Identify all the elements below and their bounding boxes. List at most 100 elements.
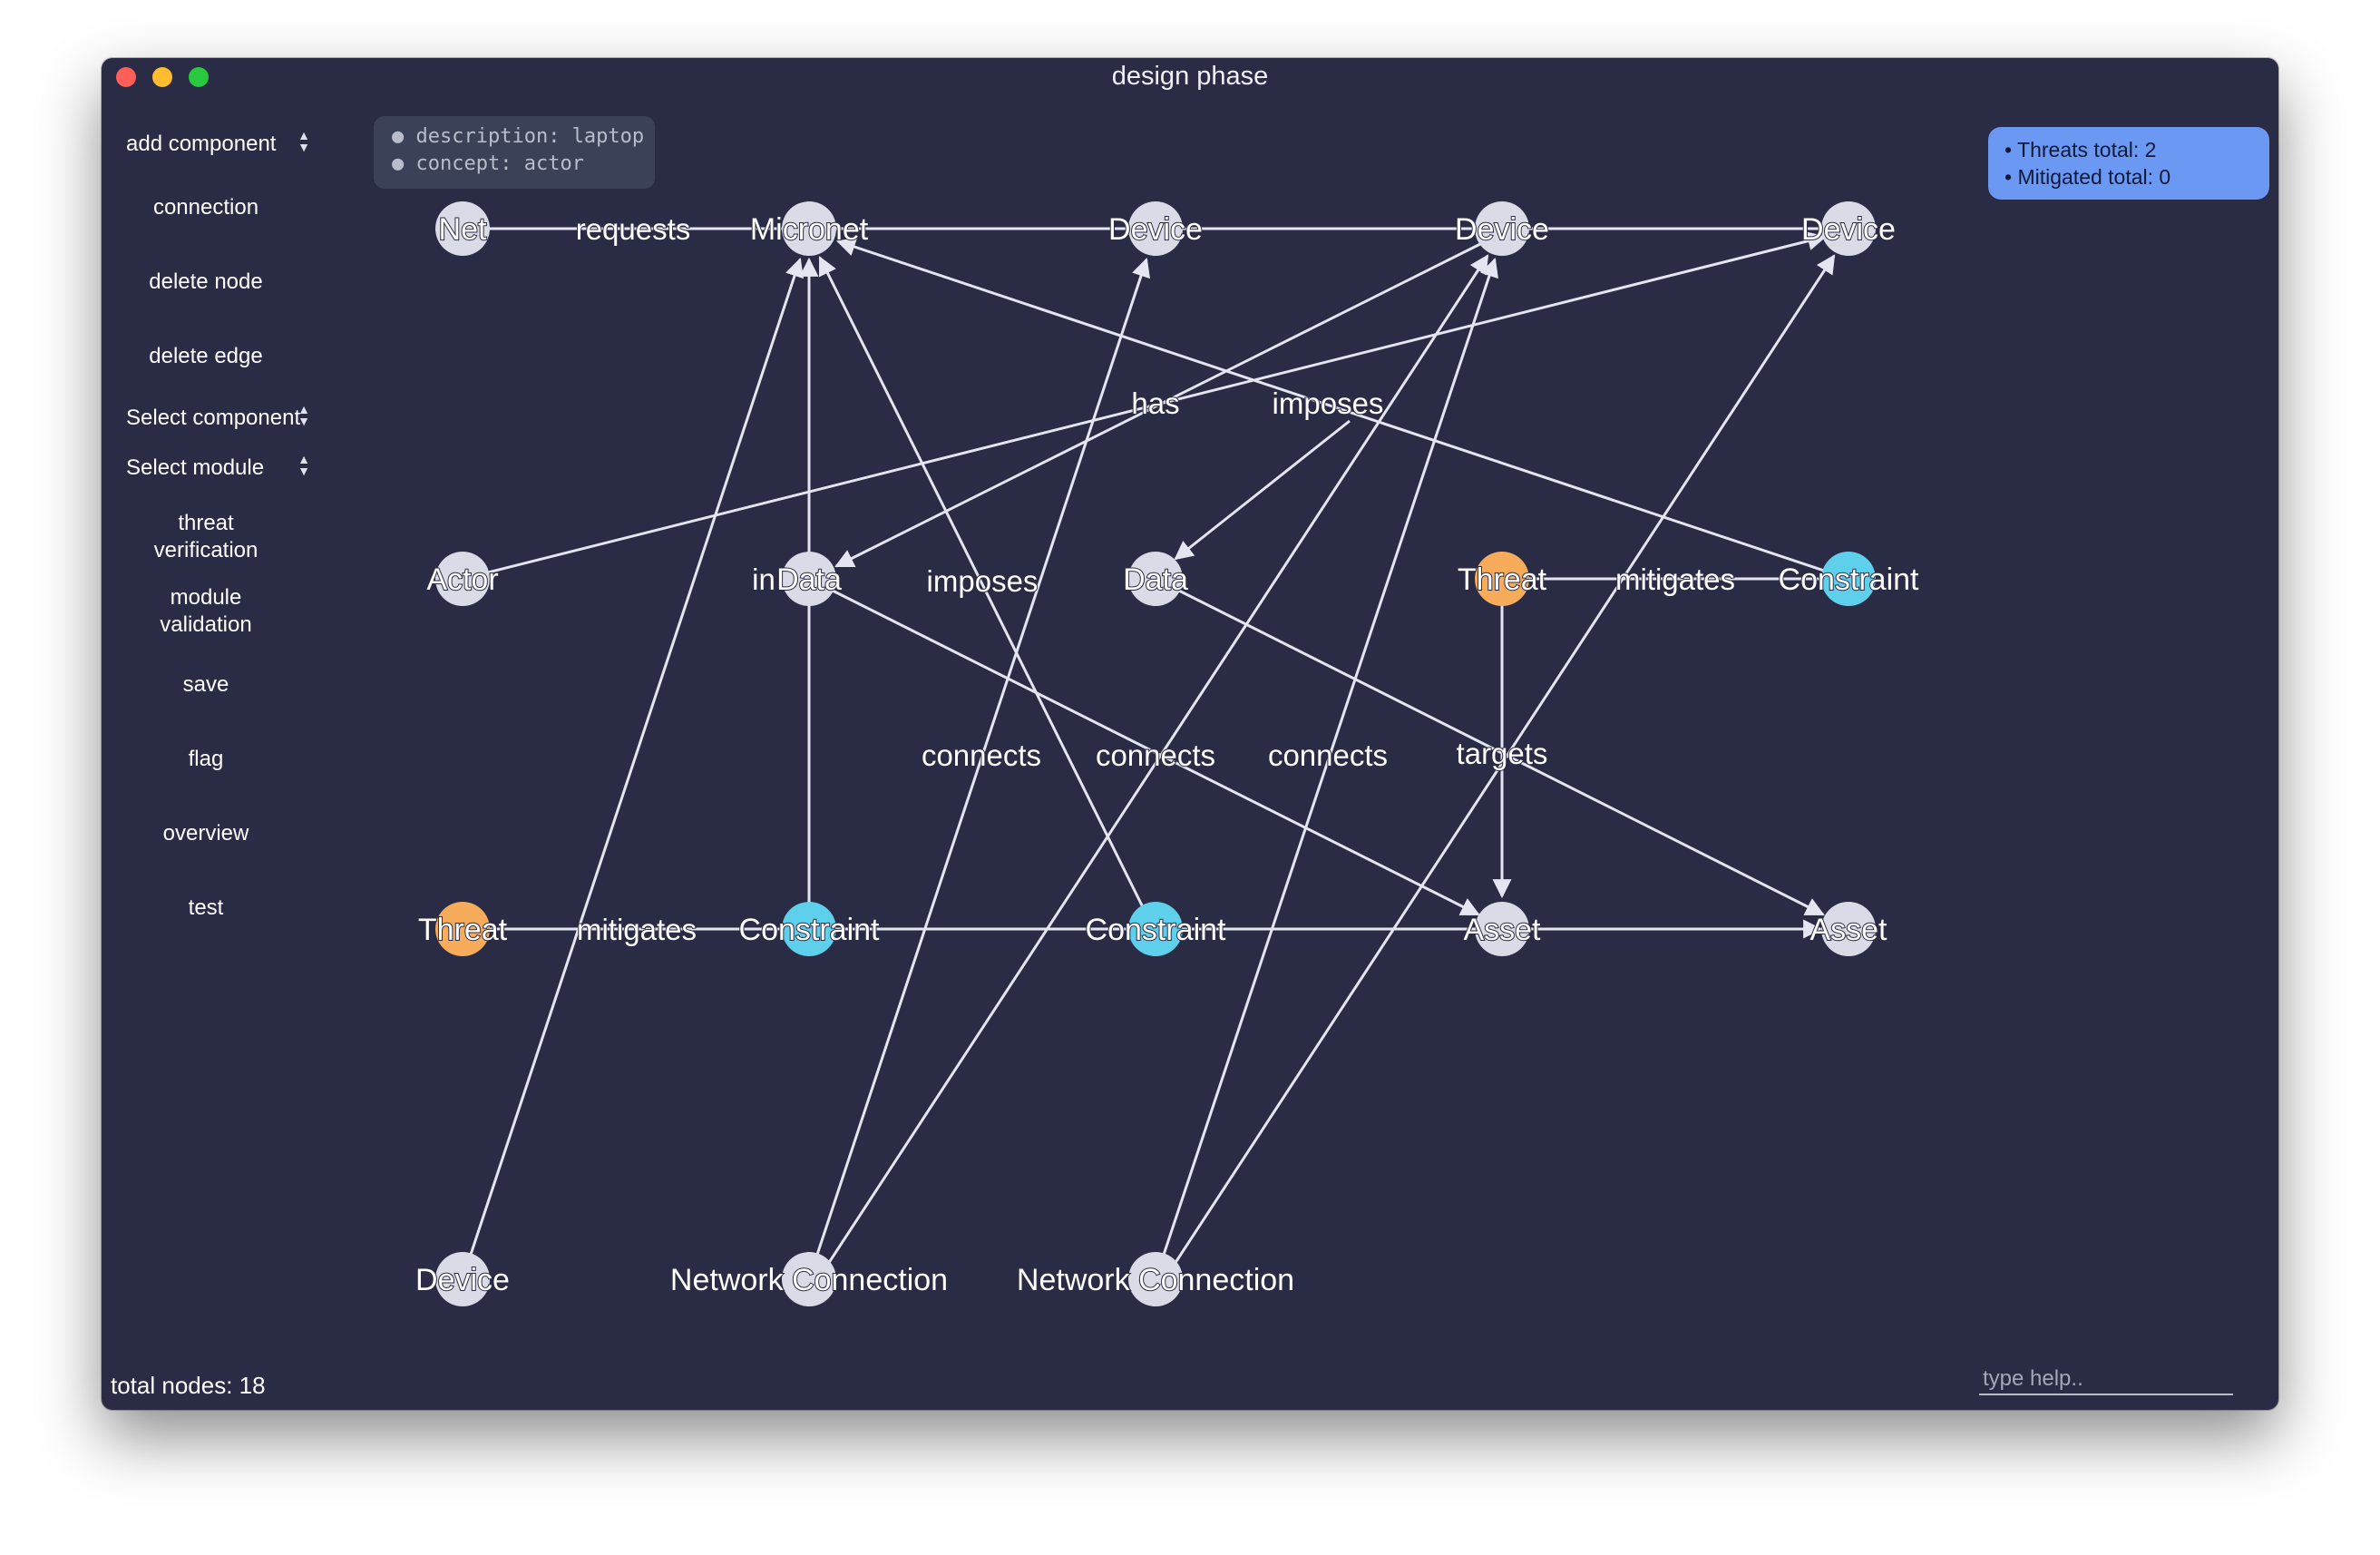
- edge-netconn1-device-b[interactable]: [816, 254, 1489, 1280]
- edge-imposes-data2[interactable]: [1174, 419, 1351, 561]
- select-arrows-icon: ▲ ▼: [298, 402, 310, 428]
- node-asset1[interactable]: [1475, 902, 1529, 956]
- minimize-window-button[interactable]: [152, 67, 172, 87]
- overview-button[interactable]: overview: [162, 821, 249, 846]
- node-device-b[interactable]: [1475, 201, 1529, 256]
- node-constraint1[interactable]: [1821, 552, 1876, 606]
- zoom-window-button[interactable]: [189, 67, 209, 87]
- threats-total-row: • Threats total: 2: [2004, 138, 2157, 161]
- info-concept-row: ● concept: actor: [392, 152, 584, 175]
- info-description-row: ● description: laptop: [392, 125, 645, 148]
- test-button[interactable]: test: [188, 895, 224, 920]
- edge-label-requests[interactable]: requests: [575, 211, 692, 247]
- close-window-button[interactable]: [116, 67, 136, 87]
- edge-label-targets[interactable]: targets: [1456, 736, 1549, 771]
- edge-label-connects-1[interactable]: connects: [921, 738, 1042, 773]
- node-label-device-a: Device: [1108, 212, 1203, 247]
- add-component-select[interactable]: add component ▲ ▼: [102, 128, 310, 158]
- threat-verification-button[interactable]: threat verification: [102, 510, 310, 564]
- edge-label-connects-2[interactable]: connects: [1095, 738, 1216, 773]
- node-label-asset2: Asset: [1809, 913, 1887, 947]
- edge-constraint3-imposes-micronet[interactable]: [818, 256, 1146, 912]
- node-micronet[interactable]: [782, 201, 836, 256]
- select-module-select[interactable]: Select module ▲ ▼: [102, 452, 310, 482]
- window-title: design phase: [1111, 62, 1269, 91]
- node-actor[interactable]: [435, 552, 490, 606]
- node-label-asset1: Asset: [1463, 913, 1541, 947]
- delete-edge-button[interactable]: delete edge: [149, 344, 263, 368]
- node-constraint2[interactable]: [782, 902, 836, 956]
- select-module-label: Select module: [126, 455, 265, 480]
- edge-label-mitigates-right[interactable]: mitigates: [1614, 562, 1736, 597]
- node-netconn2[interactable]: [1128, 1252, 1183, 1306]
- edge-data1-asset1[interactable]: [808, 577, 1480, 916]
- edge-label-mitigates-left[interactable]: mitigates: [576, 912, 697, 947]
- node-label-constraint2: Constraint: [739, 913, 881, 947]
- delete-node-button[interactable]: delete node: [149, 269, 263, 294]
- select-component-label: Select component: [126, 406, 301, 430]
- edge-netconn2-device-b[interactable]: [1154, 258, 1498, 1280]
- node-label-net: Net: [439, 212, 487, 247]
- node-device-a[interactable]: [1128, 201, 1183, 256]
- edge-label-connects-3[interactable]: connects: [1267, 738, 1389, 773]
- node-labels: Net Micronet Device Device Device Actor …: [415, 211, 1920, 1298]
- graph-canvas[interactable]: requests has imposes in imposes mitigate…: [102, 58, 2278, 1410]
- help-command-input[interactable]: [1979, 1364, 2233, 1395]
- select-component-select[interactable]: Select component ▲ ▼: [102, 402, 310, 432]
- module-validation-label-line2: validation: [160, 612, 252, 637]
- node-label-device-c: Device: [1801, 212, 1896, 247]
- app-window: design phase add component ▲ ▼ connection…: [102, 58, 2278, 1410]
- title-bar: design phase: [102, 58, 2278, 98]
- module-validation-button[interactable]: module validation: [102, 584, 310, 639]
- node-label-data1: Data: [776, 562, 842, 597]
- select-arrows-icon: ▲ ▼: [298, 452, 310, 478]
- node-label-micronet: Micronet: [750, 212, 869, 247]
- add-component-label: add component: [126, 132, 277, 156]
- module-validation-label-line1: module: [170, 585, 242, 610]
- node-label-threat2: Threat: [418, 913, 508, 947]
- edge-label-has[interactable]: has: [1130, 386, 1180, 421]
- edge-labels: requests has imposes in imposes mitigate…: [575, 211, 1736, 947]
- mitigated-total-row: • Mitigated total: 0: [2004, 165, 2171, 189]
- node-label-device-d: Device: [415, 1263, 510, 1297]
- node-threat1[interactable]: [1475, 552, 1529, 606]
- node-net[interactable]: [435, 201, 490, 256]
- edge-label-imposes-top[interactable]: imposes: [1272, 386, 1385, 421]
- node-label-device-b: Device: [1455, 212, 1549, 247]
- node-asset2[interactable]: [1821, 902, 1876, 956]
- threats-total: Threats total: 2: [2017, 138, 2157, 161]
- node-label-netconn2: Network Connection: [1017, 1263, 1294, 1297]
- save-button[interactable]: save: [182, 672, 229, 697]
- edge-actor-has-device-c[interactable]: [462, 231, 1828, 581]
- node-label-constraint1: Constraint: [1779, 562, 1920, 597]
- edge-netconn2-device-c[interactable]: [1163, 254, 1836, 1280]
- select-arrows-icon: ▲ ▼: [298, 128, 310, 154]
- node-device-c[interactable]: [1821, 201, 1876, 256]
- node-constraint3[interactable]: [1128, 902, 1183, 956]
- threat-verification-label-line1: threat: [178, 511, 234, 535]
- info-description: description: laptop: [415, 125, 645, 148]
- edge-netconn1-device-a[interactable]: [807, 258, 1151, 1280]
- mitigated-total: Mitigated total: 0: [2017, 165, 2171, 189]
- connection-button[interactable]: connection: [152, 195, 259, 220]
- node-threat2[interactable]: [435, 902, 490, 956]
- node-label-threat1: Threat: [1458, 562, 1547, 597]
- info-concept: concept: actor: [415, 152, 584, 175]
- flag-button[interactable]: flag: [188, 747, 224, 771]
- node-label-constraint3: Constraint: [1086, 913, 1227, 947]
- node-data1[interactable]: [782, 552, 836, 606]
- threat-verification-label-line2: verification: [153, 538, 258, 562]
- node-label-actor: Actor: [426, 562, 498, 597]
- edge-constraint1-imposes-micronet[interactable]: [836, 238, 1849, 581]
- edge-data2-asset2[interactable]: [1155, 577, 1825, 916]
- edge-label-imposes-mid[interactable]: imposes: [926, 563, 1039, 599]
- node-device-d[interactable]: [435, 1252, 490, 1306]
- node-label-data2: Data: [1123, 562, 1188, 597]
- edge-label-in[interactable]: in: [751, 562, 776, 597]
- total-nodes-counter: total nodes: 18: [111, 1372, 266, 1399]
- graph-nodes: [435, 201, 1876, 1306]
- node-netconn1[interactable]: [782, 1252, 836, 1306]
- edge-device-d-micronet[interactable]: [461, 258, 805, 1280]
- node-data2[interactable]: [1128, 552, 1183, 606]
- node-label-netconn1: Network Connection: [670, 1263, 948, 1297]
